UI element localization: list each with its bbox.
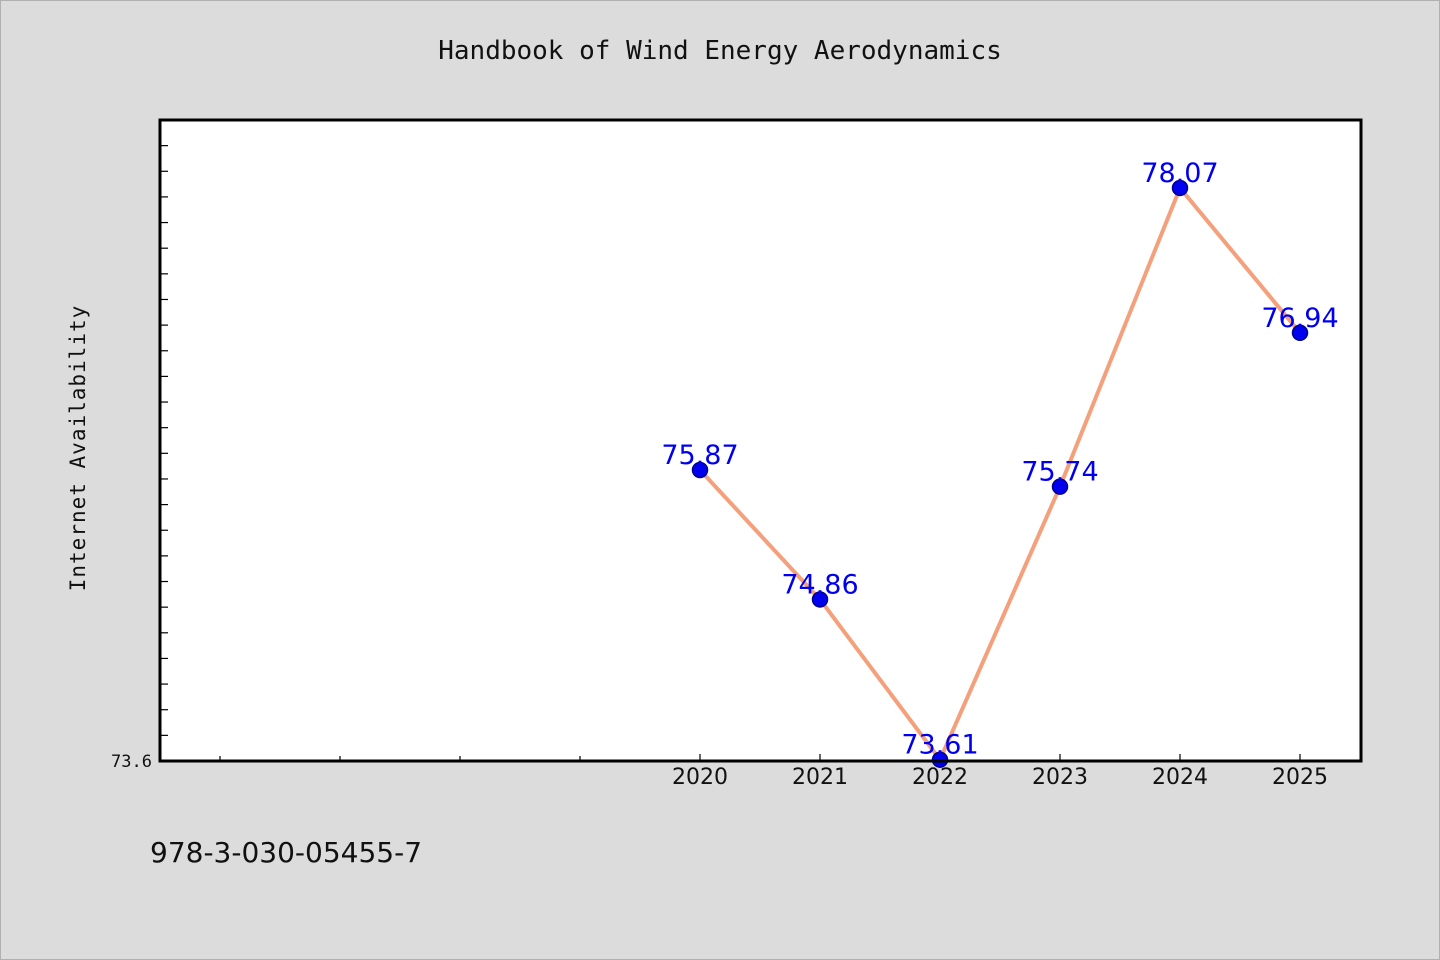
data-label: 75.74	[1021, 457, 1098, 488]
plot-area	[160, 120, 1361, 761]
data-label: 78.07	[1141, 158, 1218, 189]
data-label: 75.87	[661, 440, 738, 471]
data-point	[691, 461, 709, 479]
isbn-text: 978-3-030-05455-7	[150, 836, 423, 869]
data-point	[1291, 324, 1309, 342]
data-point	[811, 591, 829, 608]
chart-title: Handbook of Wind Energy Aerodynamics	[438, 36, 1002, 66]
x-tick-label: 2025	[1272, 765, 1328, 790]
x-tick-label: 2022	[912, 765, 968, 790]
data-point	[1171, 179, 1189, 197]
data-label: 73.61	[901, 730, 978, 761]
x-tick-label: 2024	[1152, 765, 1208, 790]
plot-border	[158, 118, 1363, 763]
data-labels: 75.87 74.86 73.61 75.74 78.07 76.94	[661, 158, 1338, 761]
data-point	[1051, 478, 1069, 495]
series-line	[698, 185, 1302, 762]
x-tick-label: 2021	[792, 765, 848, 790]
data-label: 76.94	[1261, 303, 1338, 334]
x-tick-label: 2023	[1032, 765, 1088, 790]
x-axis-ticks: 2020 2021 2022 2023 2024 2025	[219, 754, 1328, 790]
x-tick-label: 2020	[672, 765, 728, 790]
y-tick-label: 73.6	[111, 752, 152, 772]
data-label: 74.86	[781, 569, 858, 600]
